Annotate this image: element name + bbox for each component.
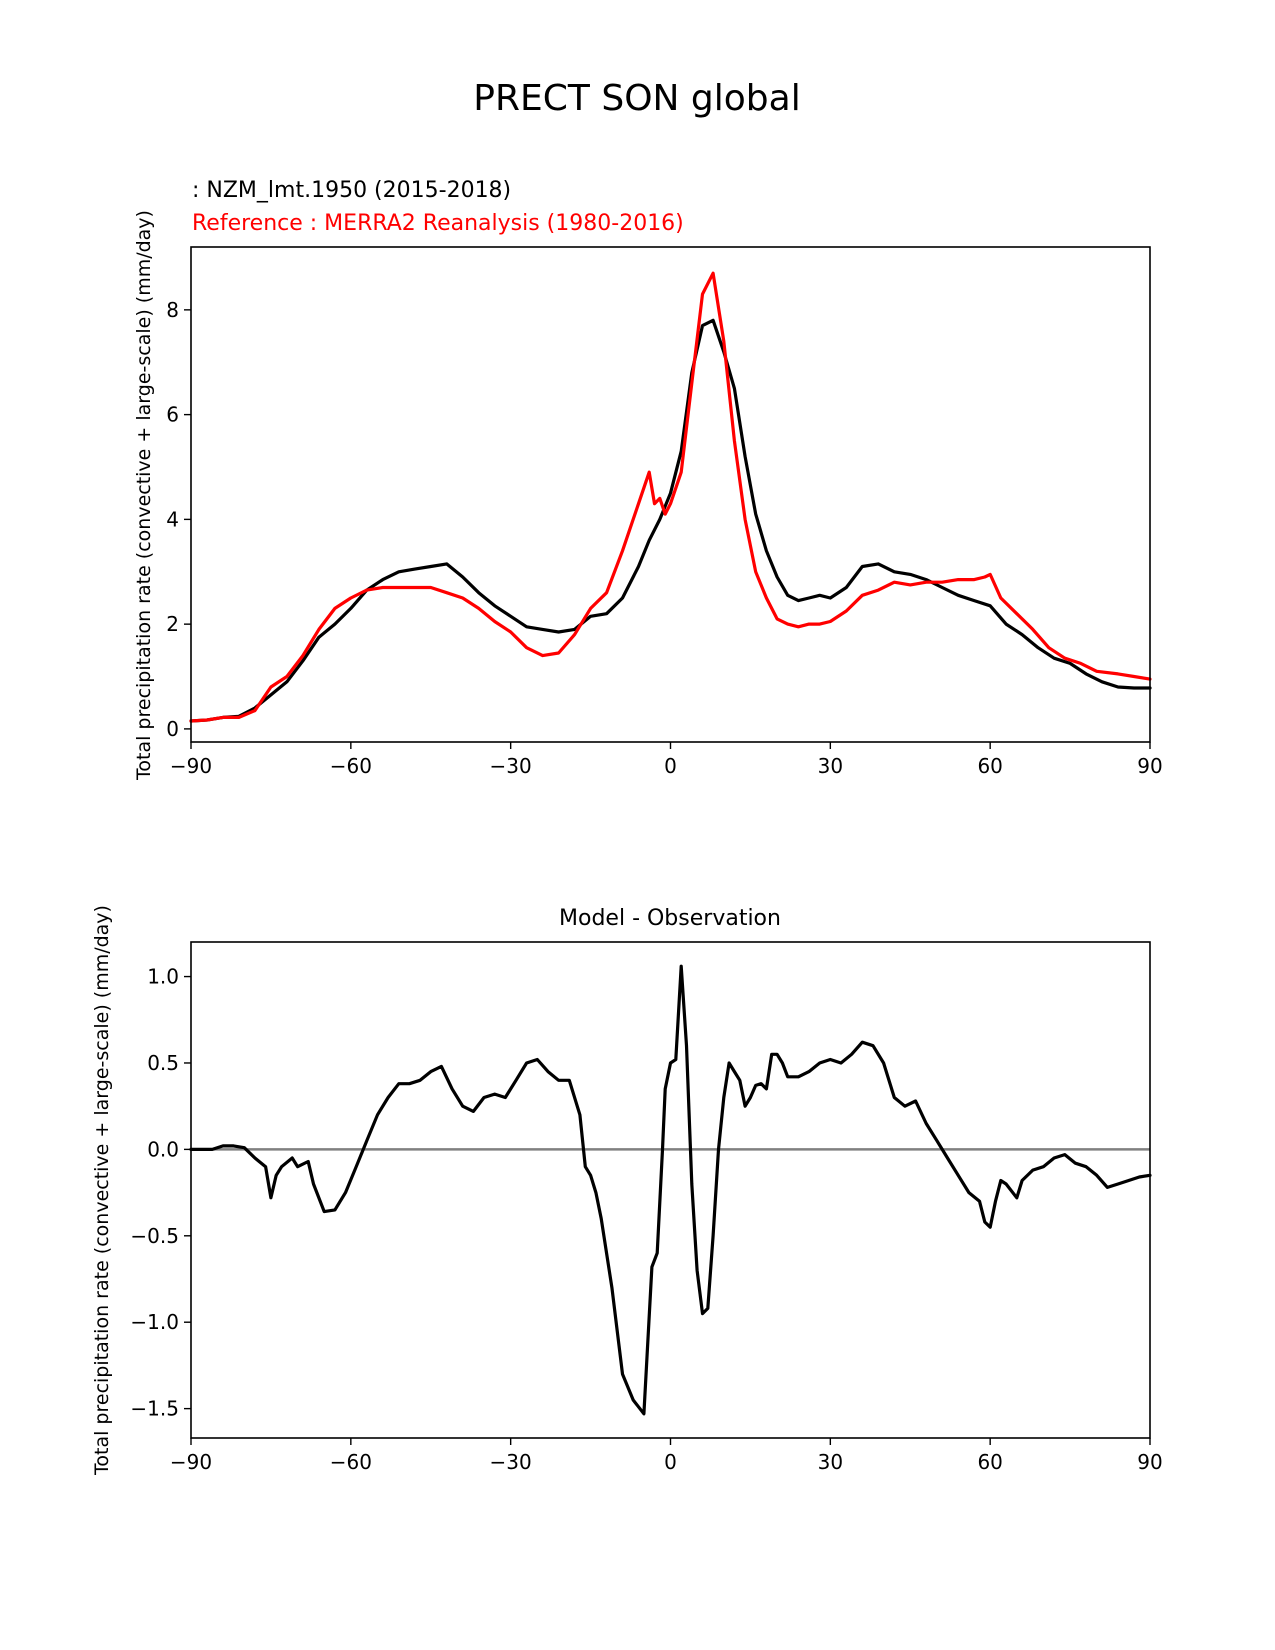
y-tick-label: 6: [166, 403, 179, 427]
x-tick-label: −60: [330, 754, 372, 778]
y-tick-label: −1.5: [130, 1397, 179, 1421]
x-tick-label: 0: [664, 754, 677, 778]
figure-title: PRECT SON global: [473, 78, 800, 119]
y-tick-label: −0.5: [130, 1224, 179, 1248]
y-tick-label: 8: [166, 298, 179, 322]
x-tick-label: −90: [170, 754, 212, 778]
y-axis-label: Total precipitation rate (convective + l…: [91, 905, 113, 1476]
series-line-model-observation: [189, 964, 1152, 1416]
y-tick-label: 0.0: [147, 1137, 179, 1161]
legend-test-label: : NZM_lmt.1950 (2015-2018): [192, 178, 511, 203]
top-panel: : NZM_lmt.1950 (2015-2018) Reference : M…: [133, 178, 1163, 781]
bottom-panel: Model - Observation Total precipitation …: [91, 905, 1163, 1476]
bottom-panel-title: Model - Observation: [559, 906, 781, 931]
x-tick-label: 90: [1137, 754, 1162, 778]
series-line-nzm-lmt-1950-2015-2018: [189, 318, 1152, 723]
legend-ref-label: Reference : MERRA2 Reanalysis (1980-2016…: [192, 211, 684, 236]
plot-frame: [190, 941, 1151, 1439]
x-tick-label: −30: [490, 754, 532, 778]
x-tick-label: 60: [977, 754, 1002, 778]
x-tick-label: 30: [818, 1450, 843, 1474]
x-tick-label: 60: [977, 1450, 1002, 1474]
series-line-merra2-reanalysis-1980-2016: [189, 271, 1152, 723]
y-tick-label: 0.5: [147, 1051, 179, 1075]
y-axis-label: Total precipitation rate (convective + l…: [133, 210, 155, 781]
x-tick-label: 0: [664, 1450, 677, 1474]
y-tick-label: −1.0: [130, 1310, 179, 1334]
x-tick-label: 90: [1137, 1450, 1162, 1474]
y-tick-label: 0: [166, 717, 179, 741]
y-tick-label: 1.0: [147, 965, 179, 989]
y-tick-label: 2: [166, 612, 179, 636]
x-tick-label: −90: [170, 1450, 212, 1474]
x-tick-label: −60: [330, 1450, 372, 1474]
y-tick-label: 4: [166, 507, 179, 531]
x-tick-label: −30: [490, 1450, 532, 1474]
x-tick-label: 30: [818, 754, 843, 778]
